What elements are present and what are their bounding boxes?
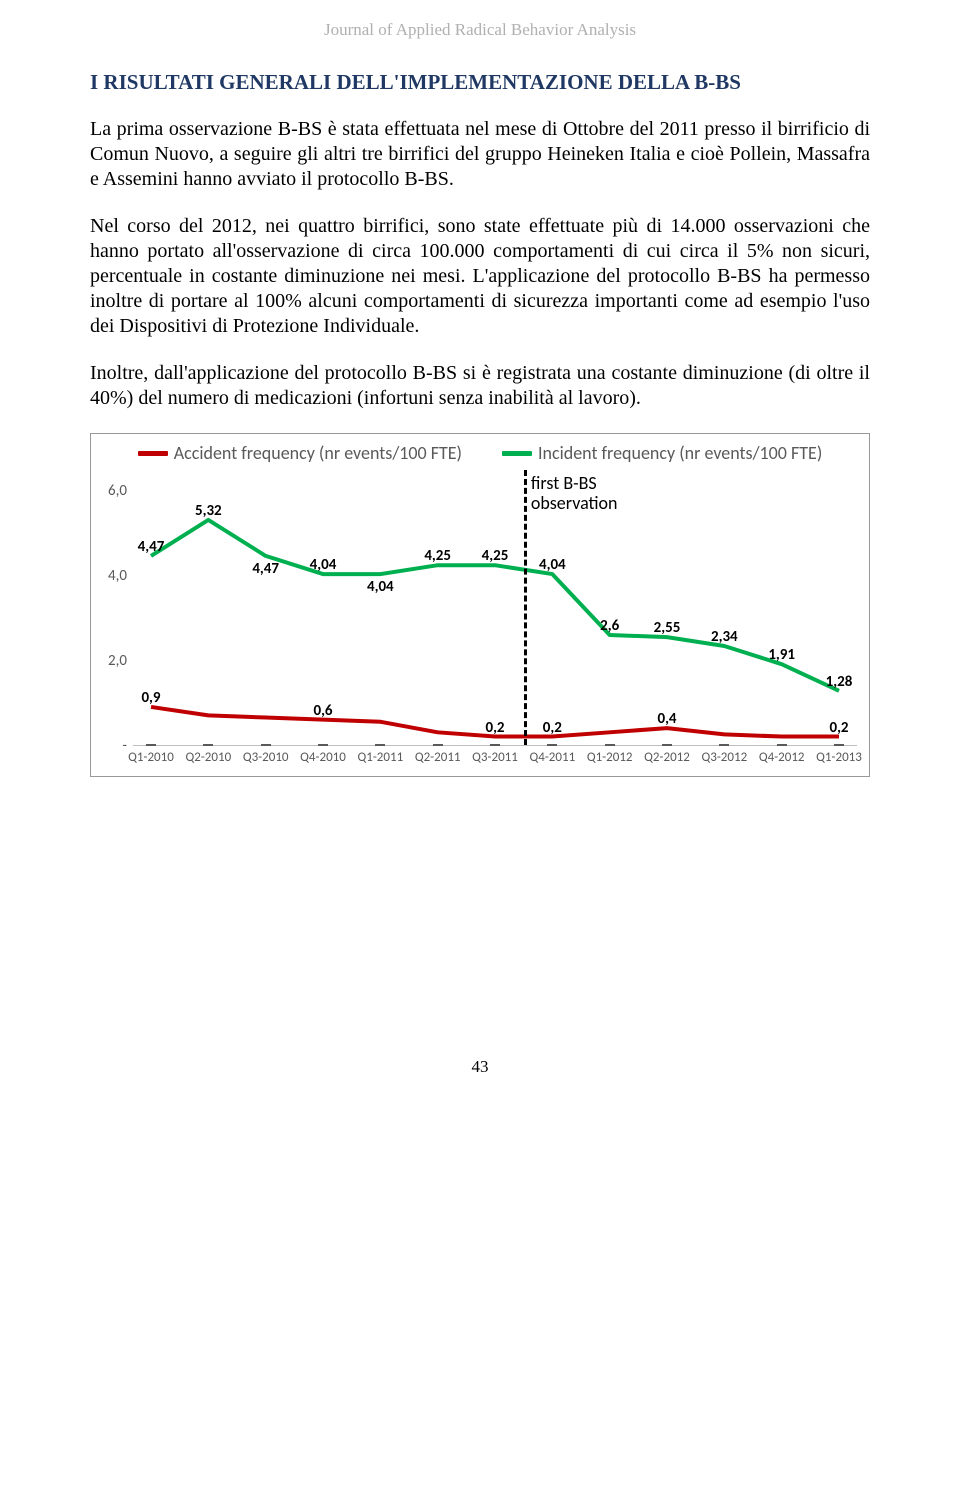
data-label-accident: 0,2 <box>485 719 504 737</box>
data-label-incident: 4,25 <box>424 547 451 565</box>
paragraph-1: La prima osservazione B-BS è stata effet… <box>90 117 870 192</box>
legend-swatch-incident <box>502 451 532 456</box>
data-label-incident: 4,25 <box>482 547 509 565</box>
x-tick: Q1-2011 <box>357 750 403 765</box>
data-label-accident: 0,2 <box>543 719 562 737</box>
data-label-incident: 4,47 <box>252 560 279 578</box>
data-label-incident: 1,91 <box>768 646 795 664</box>
data-label-incident: 4,04 <box>310 556 337 574</box>
x-tick: Q1-2012 <box>587 750 633 765</box>
data-label-incident: 5,32 <box>195 502 222 520</box>
data-label-incident: 1,28 <box>826 673 853 691</box>
x-tick: Q2-2010 <box>185 750 231 765</box>
data-label-accident: 0,6 <box>313 702 332 720</box>
y-tick: 2,0 <box>97 652 127 670</box>
y-tick: - <box>97 737 127 755</box>
x-tick: Q3-2012 <box>701 750 747 765</box>
bbs-start-line <box>524 470 527 745</box>
section-heading: I RISULTATI GENERALI DELL'IMPLEMENTAZION… <box>90 70 870 95</box>
y-axis: -2,04,06,0 <box>97 470 131 746</box>
x-tick: Q4-2010 <box>300 750 346 765</box>
legend-swatch-accident <box>138 451 168 456</box>
legend-label-incident: Incident frequency (nr events/100 FTE) <box>538 442 822 464</box>
data-label-incident: 4,04 <box>539 556 566 574</box>
y-tick: 6,0 <box>97 482 127 500</box>
legend-item-accident: Accident frequency (nr events/100 FTE) <box>138 442 462 464</box>
chart-annotation-line1: first B-BS <box>531 472 597 494</box>
x-tick: Q1-2010 <box>128 750 174 765</box>
chart-area: - 2,0 4,0 6,0 first B-BSobservation 4,47 5,32… <box>97 470 863 770</box>
paragraph-3: Inoltre, dall'applicazione del protocoll… <box>90 361 870 411</box>
data-label-accident: 0,2 <box>829 719 848 737</box>
x-tick: Q4-2012 <box>759 750 805 765</box>
data-label-incident: 2,34 <box>711 628 738 646</box>
x-tick: Q3-2010 <box>243 750 289 765</box>
legend-label-accident: Accident frequency (nr events/100 FTE) <box>174 442 462 464</box>
data-label-accident: 0,9 <box>141 689 160 707</box>
data-label-incident: 2,6 <box>600 617 619 635</box>
data-label-incident: 4,04 <box>367 578 394 596</box>
legend-item-incident: Incident frequency (nr events/100 FTE) <box>502 442 822 464</box>
x-tick: Q3-2011 <box>472 750 518 765</box>
chart-legend: Accident frequency (nr events/100 FTE) I… <box>97 438 863 470</box>
chart-svg <box>133 470 857 745</box>
x-tick: Q2-2012 <box>644 750 690 765</box>
data-label-incident: 4,47 <box>138 538 165 556</box>
x-axis: Q1-2010Q2-2010Q3-2010Q4-2010Q1-2011Q2-20… <box>133 746 857 770</box>
x-tick: Q1-2013 <box>816 750 862 765</box>
chart-annotation-line2: observation <box>531 492 618 514</box>
x-tick: Q4-2011 <box>529 750 575 765</box>
data-label-incident: 2,55 <box>654 619 681 637</box>
paragraph-2: Nel corso del 2012, nei quattro birrific… <box>90 214 870 339</box>
data-label-accident: 0,4 <box>657 710 676 728</box>
running-head: Journal of Applied Radical Behavior Anal… <box>90 20 870 40</box>
y-tick: 4,0 <box>97 567 127 585</box>
x-tick: Q2-2011 <box>415 750 461 765</box>
plot-area: first B-BSobservation 4,47 5,32 4,47 4,04 4,0… <box>133 470 857 746</box>
page-number: 43 <box>90 1057 870 1077</box>
frequency-chart: Accident frequency (nr events/100 FTE) I… <box>90 433 870 777</box>
